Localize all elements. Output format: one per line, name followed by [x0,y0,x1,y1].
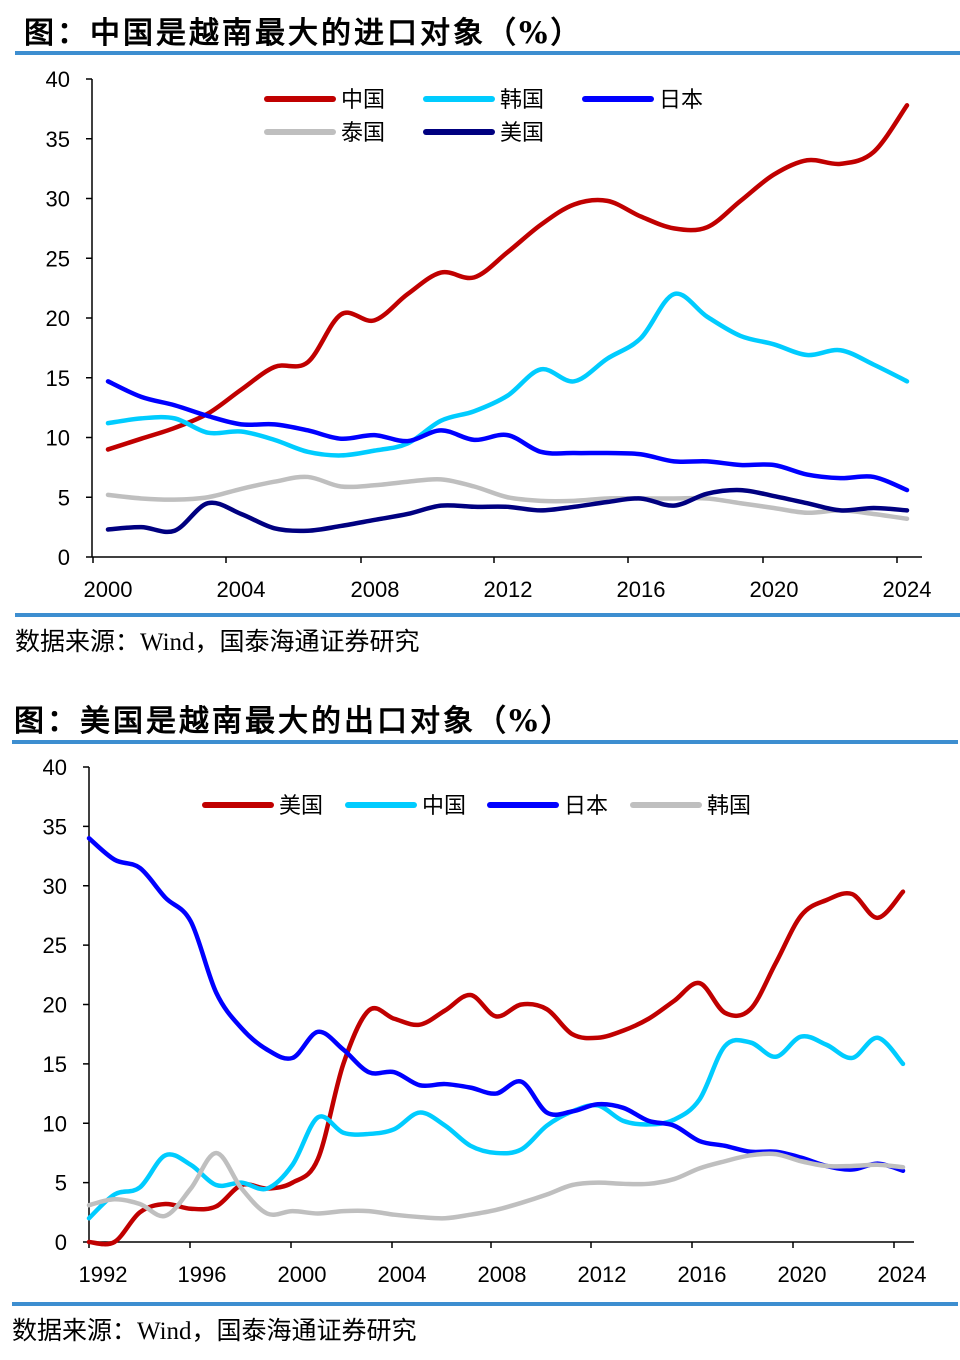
y-tick-label: 5 [58,485,70,510]
chart2-title: 图：美国是越南最大的出口对象（%） [14,704,574,739]
x-tick-label: 2008 [478,1262,527,1287]
x-tick-label: 2004 [378,1262,427,1287]
chart1-title-rule [15,51,960,55]
y-tick-label: 30 [43,874,67,899]
chart2-bottom-rule [12,1302,958,1306]
series-line-4 [105,474,910,522]
x-tick-label: 2008 [351,577,400,602]
y-tick-label: 35 [46,127,70,152]
series-line-1 [105,103,910,452]
series-line-2 [86,1033,906,1221]
chart1-source: 数据来源：Wind，国泰海通证券研究 [15,629,420,656]
chart1-title: 图：中国是越南最大的进口对象（%） [24,16,584,51]
x-tick-label: 2024 [883,577,932,602]
y-tick-label: 40 [46,67,70,92]
x-tick-label: 2020 [750,577,799,602]
y-tick-label: 10 [43,1111,67,1136]
series-line-2 [105,291,910,458]
legend-label: 美国 [500,121,544,146]
legend-label: 韩国 [500,88,544,113]
x-tick-label: 2012 [578,1262,627,1287]
x-tick-label: 1996 [178,1262,227,1287]
x-tick-label: 2016 [617,577,666,602]
x-tick-label: 1992 [79,1262,128,1287]
chart2-title-rule [12,740,958,744]
chart2-source: 数据来源：Wind，国泰海通证券研究 [12,1318,417,1345]
y-tick-label: 0 [58,545,70,570]
y-tick-label: 20 [46,306,70,331]
y-tick-label: 40 [43,755,67,780]
legend-label: 日本 [564,794,608,819]
x-tick-label: 2024 [878,1262,927,1287]
x-tick-label: 2000 [84,577,133,602]
y-tick-label: 15 [46,366,70,391]
chart1-bottom-rule [15,613,960,617]
x-tick-label: 2004 [217,577,266,602]
legend-label: 日本 [659,88,703,113]
y-tick-label: 15 [43,1052,67,1077]
y-tick-label: 25 [43,933,67,958]
legend-label: 美国 [279,794,323,819]
legend-label: 泰国 [341,121,385,146]
series-line-5 [105,487,910,535]
y-tick-label: 10 [46,426,70,451]
x-tick-label: 2016 [678,1262,727,1287]
y-tick-label: 25 [46,246,70,271]
series-line-3 [86,836,906,1173]
y-tick-label: 20 [43,993,67,1018]
series-line-3 [105,379,910,493]
legend-label: 中国 [341,88,385,113]
y-tick-label: 5 [55,1171,67,1196]
y-tick-label: 0 [55,1230,67,1255]
legend-label: 韩国 [707,794,751,819]
y-tick-label: 30 [46,187,70,212]
series-line-1 [86,889,906,1247]
y-tick-label: 35 [43,814,67,839]
x-tick-label: 2020 [778,1262,827,1287]
x-tick-label: 2000 [278,1262,327,1287]
legend-label: 中国 [422,794,466,819]
x-tick-label: 2012 [484,577,533,602]
series-line-4 [86,1150,906,1221]
